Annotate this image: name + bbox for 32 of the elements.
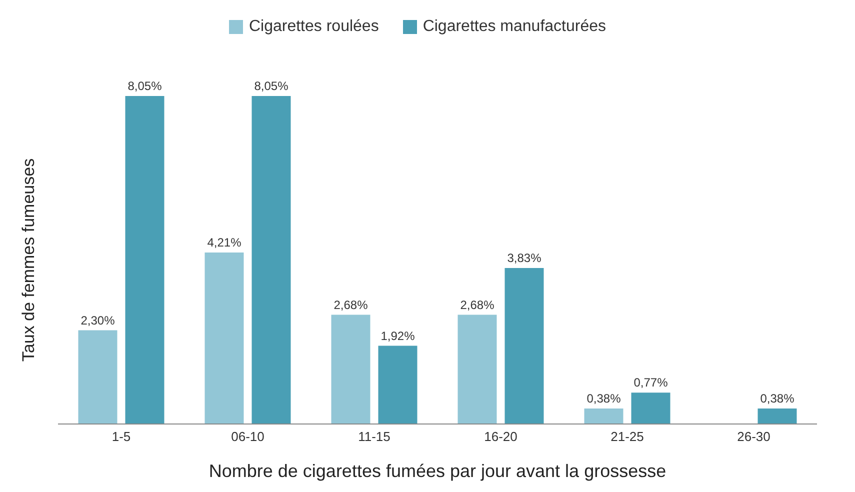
bar (758, 408, 797, 424)
data-label: 0,38% (760, 392, 795, 406)
bar (125, 96, 164, 424)
y-axis-title: Taux de femmes fumeuses (19, 158, 38, 362)
bar (331, 314, 370, 424)
bar (631, 392, 670, 424)
bar (78, 330, 118, 424)
data-label: 1,92% (380, 328, 416, 343)
legend-label: Cigarettes roulées (248, 18, 379, 36)
x-tick-label: 26-30 (737, 429, 770, 444)
bar (204, 252, 244, 424)
data-label: 4,21% (207, 235, 242, 250)
x-axis-title: Nombre de cigarettes fumées par jour avant la grossesse (208, 460, 666, 481)
bar (504, 268, 544, 424)
data-label: 2,68% (334, 298, 368, 312)
bar (584, 408, 624, 424)
bar (252, 96, 291, 424)
data-label: 8,05% (128, 79, 162, 93)
x-tick-label: 06-10 (231, 429, 264, 444)
data-label: 2,30% (80, 313, 116, 328)
data-label: 0,77% (634, 376, 668, 390)
bar (378, 346, 418, 424)
data-label: 2,68% (460, 298, 495, 312)
data-label: 8,05% (254, 79, 289, 93)
x-tick-label: 1-5 (112, 429, 131, 444)
data-label: 3,83% (507, 250, 542, 265)
bar (458, 314, 497, 424)
x-tick-label: 16-20 (484, 429, 518, 444)
x-tick-label: 11-15 (358, 429, 390, 444)
legend-label: Cigarettes manufacturées (422, 18, 606, 36)
data-label: 0,38% (586, 392, 622, 406)
x-tick-label: 21-25 (610, 429, 644, 444)
